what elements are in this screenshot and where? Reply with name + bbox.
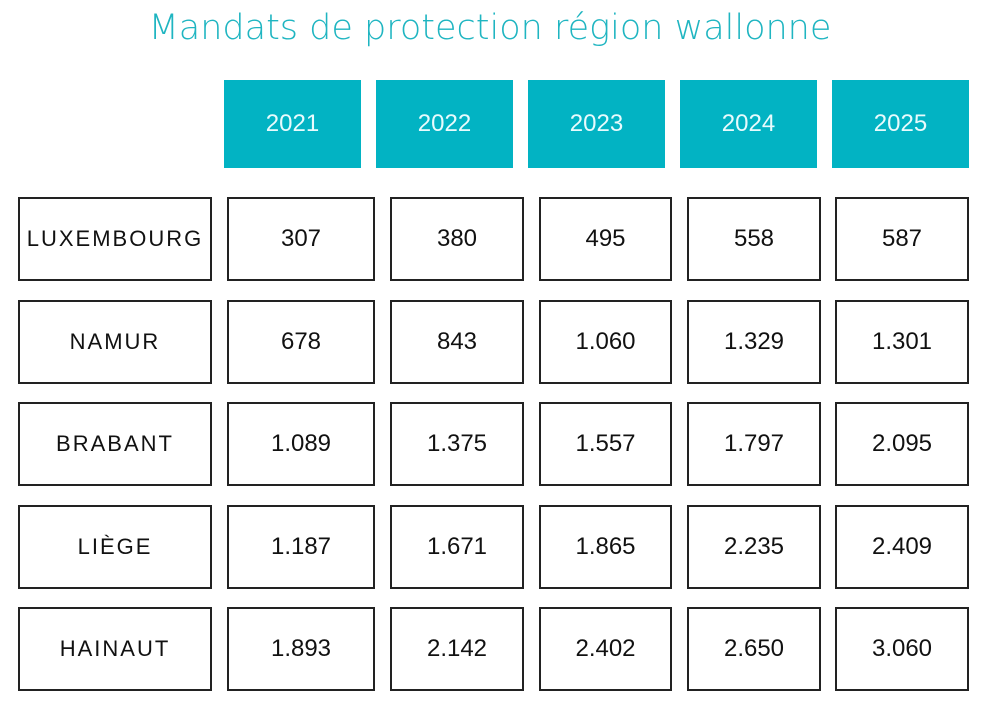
row-label: HAINAUT [18, 607, 212, 691]
column-header: 2023 [528, 80, 665, 168]
table-cell: 587 [835, 197, 969, 281]
column-header: 2021 [224, 80, 361, 168]
table-cell: 2.409 [835, 505, 969, 589]
table-cell: 380 [390, 197, 524, 281]
table-cell: 1.797 [687, 402, 821, 486]
table-cell: 558 [687, 197, 821, 281]
row-label: LUXEMBOURG [18, 197, 212, 281]
table-cell: 1.375 [390, 402, 524, 486]
table-cell: 2.095 [835, 402, 969, 486]
table-cell: 2.142 [390, 607, 524, 691]
column-header: 2024 [680, 80, 817, 168]
table-cell: 1.301 [835, 300, 969, 384]
table-cell: 495 [539, 197, 672, 281]
table-cell: 2.235 [687, 505, 821, 589]
column-header: 2025 [832, 80, 969, 168]
table-cell: 1.671 [390, 505, 524, 589]
table-cell: 3.060 [835, 607, 969, 691]
row-label: NAMUR [18, 300, 212, 384]
table-cell: 1.557 [539, 402, 672, 486]
table-cell: 307 [227, 197, 375, 281]
table-cell: 678 [227, 300, 375, 384]
table-cell: 1.893 [227, 607, 375, 691]
row-label: LIÈGE [18, 505, 212, 589]
table-cell: 1.060 [539, 300, 672, 384]
table-cell: 1.089 [227, 402, 375, 486]
table-cell: 1.187 [227, 505, 375, 589]
table-cell: 1.329 [687, 300, 821, 384]
column-header: 2022 [376, 80, 513, 168]
table-cell: 1.865 [539, 505, 672, 589]
table-cell: 2.650 [687, 607, 821, 691]
row-label: BRABANT [18, 402, 212, 486]
table-cell: 843 [390, 300, 524, 384]
table-title: Mandats de protection région wallonne [148, 8, 832, 48]
table-cell: 2.402 [539, 607, 672, 691]
